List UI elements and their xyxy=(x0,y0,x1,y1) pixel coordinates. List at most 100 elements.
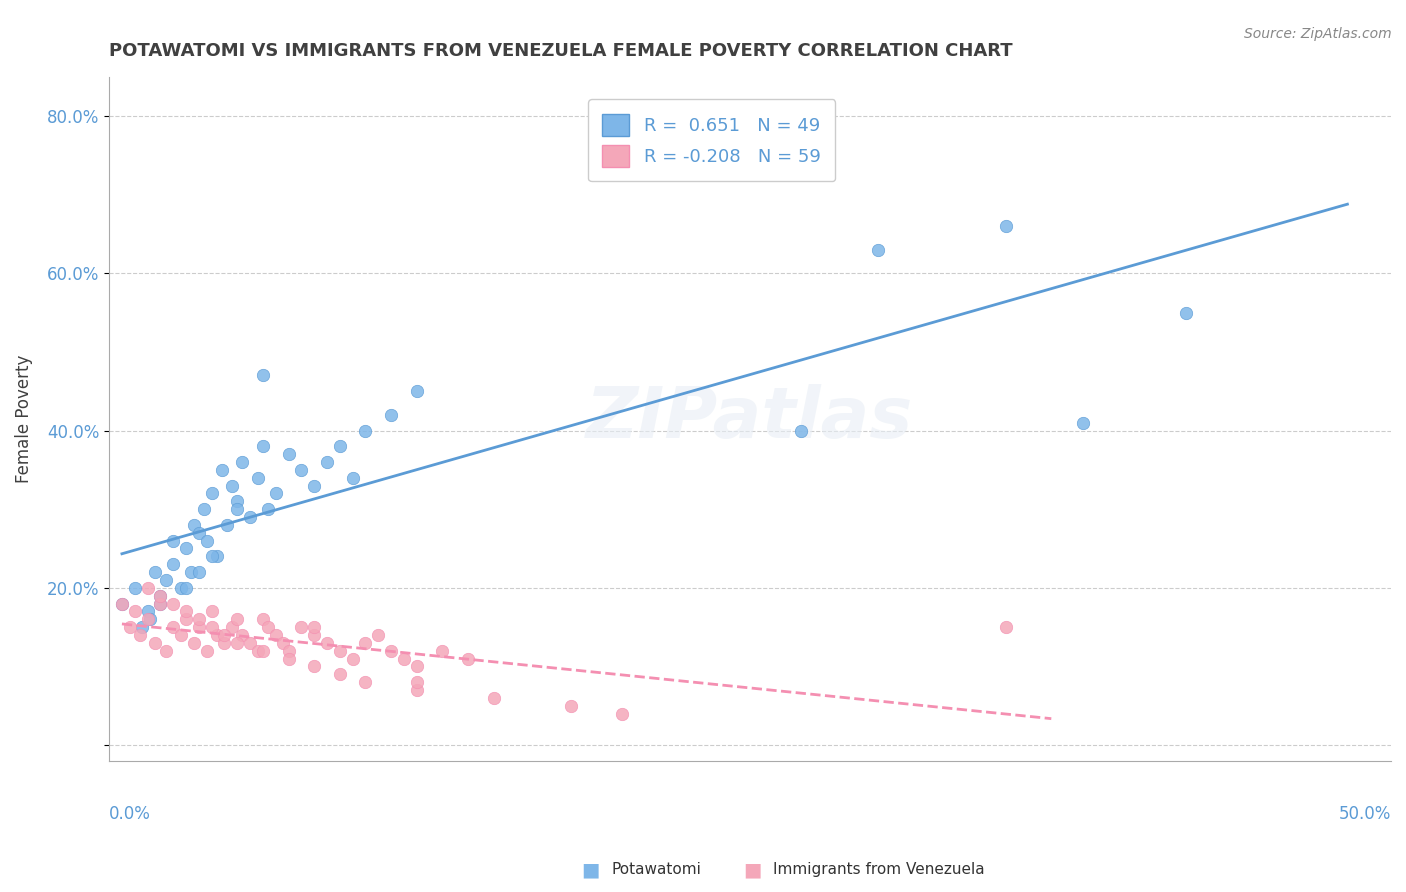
Point xyxy=(252,612,274,626)
Point xyxy=(201,604,224,618)
Point xyxy=(277,644,299,658)
Point xyxy=(868,243,890,257)
Y-axis label: Female Poverty: Female Poverty xyxy=(15,354,32,483)
Point xyxy=(174,541,197,556)
Point xyxy=(790,424,813,438)
Point xyxy=(205,628,228,642)
Point xyxy=(124,581,146,595)
Point xyxy=(226,636,249,650)
Point xyxy=(302,620,325,634)
Point xyxy=(231,455,253,469)
Point xyxy=(380,408,402,422)
Point xyxy=(226,502,249,516)
Point xyxy=(111,597,134,611)
Point xyxy=(136,604,159,618)
Point xyxy=(405,659,427,673)
Point xyxy=(392,651,415,665)
Point xyxy=(149,597,172,611)
Point xyxy=(226,494,249,508)
Point xyxy=(610,706,633,721)
Point xyxy=(187,565,209,579)
Point xyxy=(214,628,236,642)
Point xyxy=(302,478,325,492)
Point xyxy=(457,651,479,665)
Point xyxy=(170,581,193,595)
Text: Immigrants from Venezuela: Immigrants from Venezuela xyxy=(773,863,986,877)
Point xyxy=(162,558,184,572)
Point xyxy=(226,612,249,626)
Point xyxy=(316,636,339,650)
Point xyxy=(329,644,352,658)
Point xyxy=(405,384,427,399)
Point xyxy=(162,597,184,611)
Point xyxy=(193,502,215,516)
Point xyxy=(149,589,172,603)
Point xyxy=(342,471,364,485)
Text: 0.0%: 0.0% xyxy=(110,805,150,823)
Point xyxy=(205,549,228,564)
Point xyxy=(329,439,352,453)
Point xyxy=(257,620,280,634)
Point xyxy=(195,533,218,548)
Point xyxy=(264,486,287,500)
Point xyxy=(246,644,269,658)
Point xyxy=(187,525,209,540)
Point xyxy=(405,675,427,690)
Point xyxy=(560,698,582,713)
Point xyxy=(149,589,172,603)
Point xyxy=(139,612,162,626)
Point xyxy=(174,604,197,618)
Point xyxy=(221,478,243,492)
Legend: R =  0.651   N = 49, R = -0.208   N = 59: R = 0.651 N = 49, R = -0.208 N = 59 xyxy=(588,99,835,181)
Text: 50.0%: 50.0% xyxy=(1339,805,1391,823)
Point xyxy=(367,628,389,642)
Point xyxy=(201,549,224,564)
Text: ZIPatlas: ZIPatlas xyxy=(586,384,914,453)
Point xyxy=(231,628,253,642)
Point xyxy=(354,675,377,690)
Point xyxy=(183,517,205,532)
Point xyxy=(111,597,134,611)
Point xyxy=(380,644,402,658)
Point xyxy=(246,471,269,485)
Point xyxy=(155,644,177,658)
Point xyxy=(277,651,299,665)
Point xyxy=(252,368,274,383)
Point xyxy=(187,620,209,634)
Point xyxy=(170,628,193,642)
Point xyxy=(118,620,141,634)
Point xyxy=(128,628,150,642)
Point xyxy=(143,565,166,579)
Point xyxy=(239,510,262,524)
Point xyxy=(354,636,377,650)
Point xyxy=(174,581,197,595)
Point xyxy=(174,612,197,626)
Point xyxy=(1073,416,1095,430)
Point xyxy=(290,463,312,477)
Point xyxy=(201,620,224,634)
Point xyxy=(162,620,184,634)
Point xyxy=(252,644,274,658)
Point xyxy=(302,659,325,673)
Point xyxy=(302,628,325,642)
Point xyxy=(432,644,454,658)
Point xyxy=(214,636,236,650)
Point xyxy=(211,463,233,477)
Point xyxy=(995,620,1018,634)
Point xyxy=(264,628,287,642)
Point xyxy=(143,636,166,650)
Point xyxy=(221,620,243,634)
Point xyxy=(405,683,427,698)
Point xyxy=(201,486,224,500)
Text: ■: ■ xyxy=(742,860,762,880)
Point xyxy=(195,644,218,658)
Point xyxy=(354,424,377,438)
Point xyxy=(329,667,352,681)
Point xyxy=(277,447,299,461)
Text: ■: ■ xyxy=(581,860,600,880)
Point xyxy=(342,651,364,665)
Text: Potawatomi: Potawatomi xyxy=(612,863,702,877)
Point xyxy=(995,219,1018,233)
Text: POTAWATOMI VS IMMIGRANTS FROM VENEZUELA FEMALE POVERTY CORRELATION CHART: POTAWATOMI VS IMMIGRANTS FROM VENEZUELA … xyxy=(110,42,1012,60)
Point xyxy=(162,533,184,548)
